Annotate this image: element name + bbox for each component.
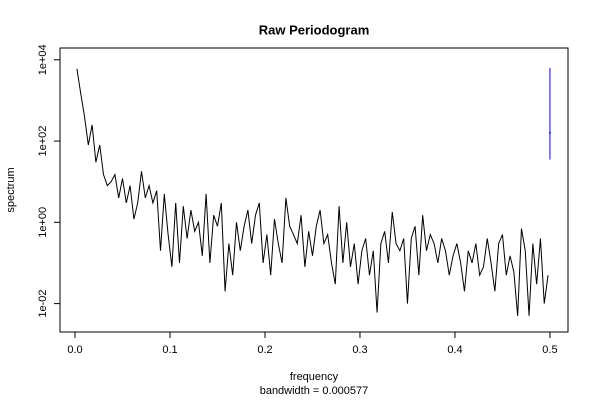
plot-box xyxy=(59,47,569,333)
x-tick-label: 0.2 xyxy=(257,344,272,356)
x-tick-label: 0.3 xyxy=(352,344,367,356)
x-tick-label: 0.1 xyxy=(162,344,177,356)
subtitle: bandwidth = 0.000577 xyxy=(260,385,369,397)
y-tick-label: 1e+02 xyxy=(37,126,49,157)
y-tick-label: 1e+00 xyxy=(37,207,49,238)
spectrum-line xyxy=(76,68,549,316)
x-axis-label: frequency xyxy=(290,371,339,383)
y-tick-label: 1e+04 xyxy=(37,44,49,75)
y-axis-label: spectrum xyxy=(5,167,17,212)
x-tick-label: 0.0 xyxy=(67,344,82,356)
x-tick-label: 0.5 xyxy=(542,344,557,356)
x-tick-label: 0.4 xyxy=(447,344,462,356)
y-tick-label: 1e-02 xyxy=(37,290,49,318)
chart-title: Raw Periodogram xyxy=(259,22,370,37)
